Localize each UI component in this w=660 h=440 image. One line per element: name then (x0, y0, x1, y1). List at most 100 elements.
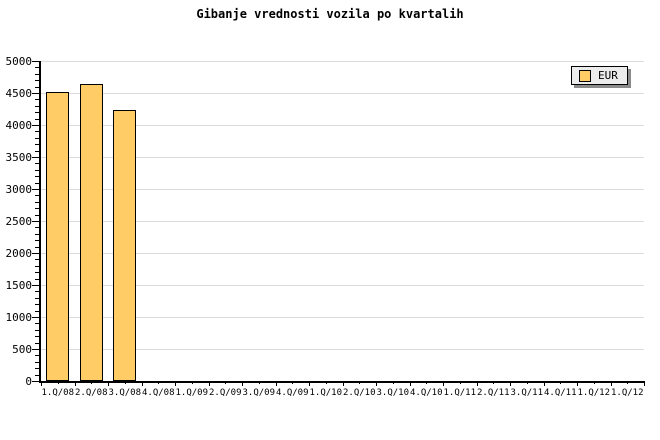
bar (46, 92, 70, 381)
x-mid-tick (124, 381, 126, 384)
y-axis-label: 0 (25, 375, 32, 388)
x-mid-tick (426, 381, 428, 384)
y-minor-tick (35, 86, 39, 88)
x-axis-label: 2.Q/11 (476, 388, 510, 398)
y-minor-tick (35, 67, 39, 69)
x-axis-label: 4.Q/09 (275, 388, 309, 398)
y-minor-tick (35, 80, 39, 82)
y-gridline (41, 221, 644, 222)
y-major-tick (32, 253, 39, 254)
y-major-tick (32, 285, 39, 286)
y-major-tick (32, 349, 39, 350)
y-minor-tick (35, 118, 39, 120)
legend: EUR (571, 66, 628, 85)
y-axis-label: 5000 (5, 55, 33, 68)
x-boundary-tick (108, 381, 109, 386)
y-minor-tick (35, 265, 39, 267)
x-mid-tick (627, 381, 629, 384)
y-gridline (41, 93, 644, 94)
y-minor-tick (35, 169, 39, 171)
x-mid-tick (258, 381, 260, 384)
y-major-tick (32, 157, 39, 158)
y-minor-tick (35, 272, 39, 274)
y-major-tick (32, 93, 39, 94)
y-major-tick (32, 125, 39, 126)
x-mid-tick (593, 381, 595, 384)
chart-title: Gibanje vrednosti vozila po kvartalih (196, 7, 464, 21)
x-boundary-tick (41, 381, 42, 386)
x-mid-tick (292, 381, 294, 384)
y-minor-tick (35, 73, 39, 75)
y-minor-tick (35, 131, 39, 133)
x-boundary-tick (342, 381, 344, 386)
legend-swatch-icon (579, 69, 591, 82)
x-mid-tick (526, 381, 528, 384)
x-axis-label: 3.Q/10 (376, 388, 409, 398)
x-mid-tick (57, 381, 59, 384)
y-major-tick (32, 221, 39, 222)
y-minor-tick (35, 361, 39, 363)
y-minor-tick (35, 176, 39, 178)
x-boundary-tick (476, 381, 478, 386)
x-boundary-tick (610, 381, 612, 386)
y-axis-label: 1000 (5, 311, 33, 324)
y-axis-label: 4000 (5, 119, 33, 132)
y-minor-tick (35, 259, 39, 261)
x-mid-tick (392, 381, 394, 384)
y-minor-tick (35, 227, 39, 229)
y-minor-tick (35, 137, 39, 139)
x-axis-label: 1.Q/09 (175, 388, 208, 398)
y-axis-label: 500 (12, 343, 32, 356)
y-gridline (41, 285, 644, 286)
x-axis-label: 2.Q/10 (342, 388, 376, 398)
x-boundary-tick (376, 381, 377, 386)
y-minor-tick (35, 246, 39, 248)
y-minor-tick (35, 144, 39, 146)
x-boundary-tick (309, 381, 310, 386)
x-mid-tick (191, 381, 193, 384)
y-minor-tick (35, 163, 39, 165)
bar (79, 84, 103, 381)
x-boundary-tick (543, 381, 545, 386)
y-minor-tick (35, 342, 39, 344)
x-mid-tick (359, 381, 361, 384)
y-minor-tick (35, 201, 39, 203)
bar (113, 109, 137, 381)
y-major-tick (32, 61, 39, 62)
y-axis-line (39, 61, 41, 383)
y-gridline (41, 189, 644, 190)
x-mid-tick (158, 381, 160, 384)
x-axis-label: 2.Q/09 (208, 388, 242, 398)
x-axis-label: 1.Q/08 (41, 388, 74, 398)
y-axis-label: 3000 (5, 183, 33, 196)
x-axis-label: 4.Q/11 (543, 388, 577, 398)
x-boundary-tick (510, 381, 511, 386)
y-gridline (41, 317, 644, 318)
y-minor-tick (35, 150, 39, 152)
x-boundary-tick (175, 381, 176, 386)
y-major-tick (32, 381, 39, 382)
x-boundary-tick (644, 381, 645, 386)
y-gridline (41, 61, 644, 62)
y-gridline (41, 125, 644, 126)
y-minor-tick (35, 195, 39, 197)
y-minor-tick (35, 233, 39, 235)
x-boundary-tick (74, 381, 76, 386)
y-minor-tick (35, 329, 39, 331)
x-boundary-tick (409, 381, 411, 386)
y-gridline (41, 253, 644, 254)
y-minor-tick (35, 374, 39, 376)
x-axis-label: 2.Q/08 (74, 388, 108, 398)
x-axis-label: 3.Q/08 (108, 388, 141, 398)
x-boundary-tick (443, 381, 444, 386)
x-boundary-tick (242, 381, 243, 386)
y-minor-tick (35, 214, 39, 216)
x-axis-label: 3.Q/09 (242, 388, 275, 398)
x-boundary-tick (208, 381, 210, 386)
y-minor-tick (35, 240, 39, 242)
x-axis-label: 1.Q/12 (577, 388, 610, 398)
y-minor-tick (35, 182, 39, 184)
x-boundary-tick (275, 381, 277, 386)
y-minor-tick (35, 291, 39, 293)
